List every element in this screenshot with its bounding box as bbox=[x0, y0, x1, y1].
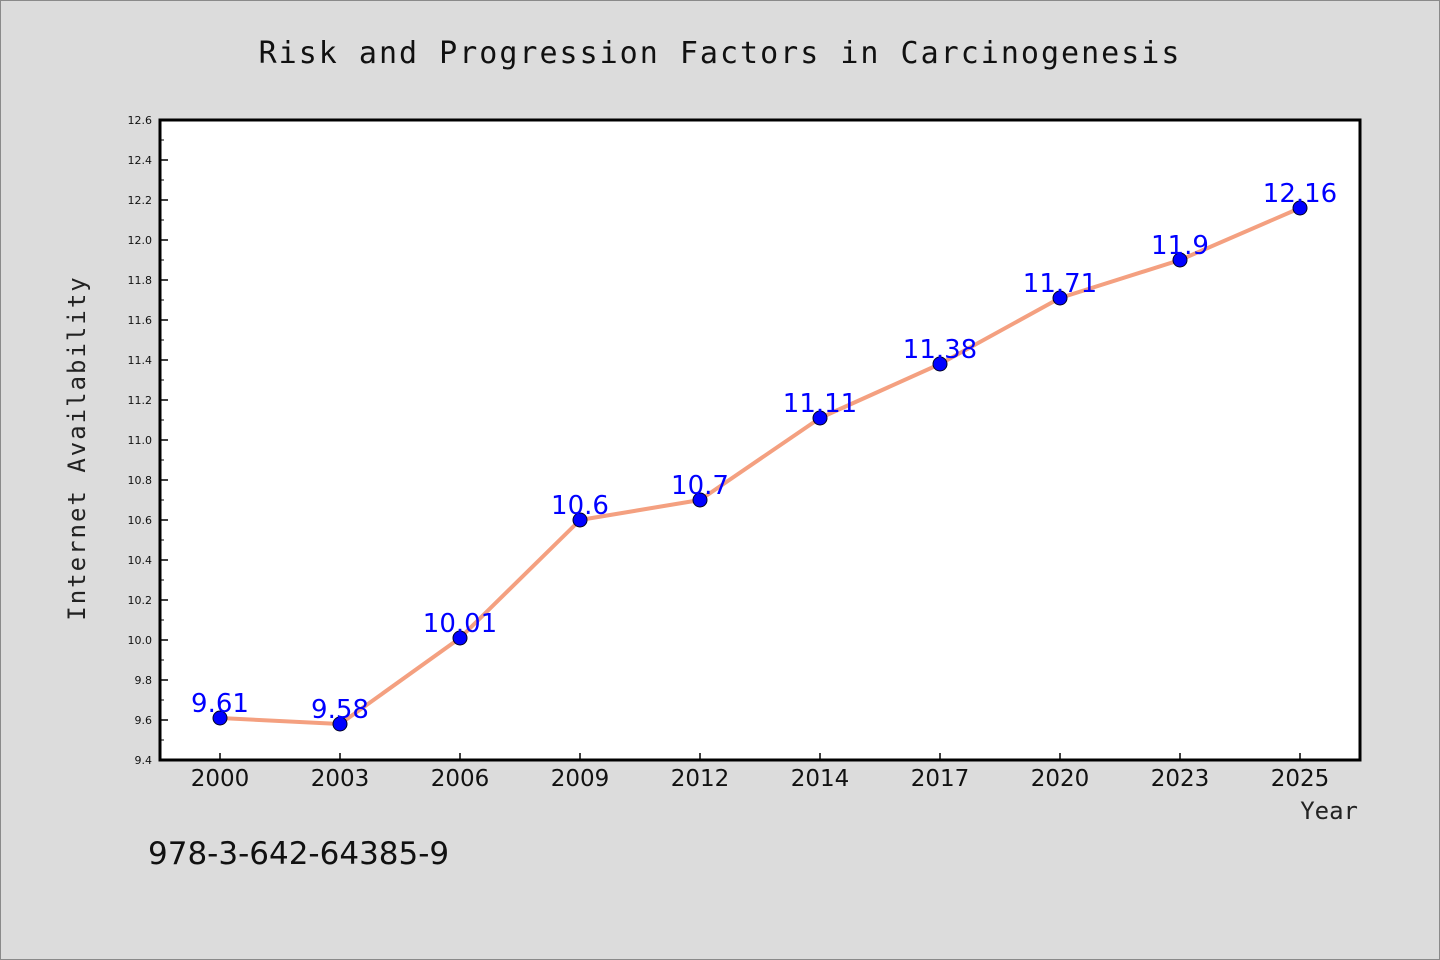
y-tick-label: 11.8 bbox=[128, 274, 153, 287]
y-tick-label: 9.6 bbox=[135, 714, 153, 727]
x-tick-label: 2014 bbox=[791, 766, 850, 792]
x-tick-label: 2020 bbox=[1031, 766, 1090, 792]
plot-border bbox=[158, 118, 1362, 762]
y-tick-label: 12.2 bbox=[128, 194, 153, 207]
y-tick-label: 10.4 bbox=[128, 554, 153, 567]
series-line bbox=[218, 206, 1302, 726]
y-tick-label: 10.0 bbox=[128, 634, 153, 647]
data-label: 12.16 bbox=[1263, 179, 1337, 209]
x-tick-label: 2023 bbox=[1151, 766, 1210, 792]
data-label: 10.7 bbox=[671, 471, 729, 501]
data-markers bbox=[212, 200, 1308, 732]
x-tick-label: 2025 bbox=[1271, 766, 1330, 792]
y-tick-label: 9.4 bbox=[135, 754, 153, 767]
y-axis-label: Internet Availability bbox=[63, 275, 91, 620]
data-label: 11.71 bbox=[1023, 269, 1097, 299]
x-tick-label: 2017 bbox=[911, 766, 970, 792]
data-point bbox=[332, 716, 348, 732]
y-tick-label: 11.6 bbox=[128, 314, 153, 327]
data-point bbox=[1172, 252, 1188, 268]
y-tick-label: 10.6 bbox=[128, 514, 153, 527]
data-point bbox=[692, 492, 708, 508]
data-labels: 9.61 9.58 10.01 10.6 10.7 11.11 11.38 11.71 11.9… bbox=[191, 179, 1337, 725]
y-tick-label: 11.0 bbox=[128, 434, 153, 447]
data-point bbox=[1052, 290, 1068, 306]
data-label: 10.6 bbox=[551, 491, 609, 521]
data-point bbox=[212, 710, 228, 726]
data-label: 11.9 bbox=[1151, 231, 1209, 261]
x-axis-ticks: 2000 2003 2006 2009 2012 2014 2017 2020 2023 2025 bbox=[191, 753, 1330, 792]
x-tick-label: 2006 bbox=[431, 766, 490, 792]
data-point bbox=[812, 410, 828, 426]
x-tick-label: 2000 bbox=[191, 766, 250, 792]
y-tick-label: 9.8 bbox=[135, 674, 153, 687]
plot-area bbox=[160, 120, 1360, 760]
series-line-group bbox=[218, 206, 1302, 726]
data-label: 9.61 bbox=[191, 689, 249, 719]
data-point bbox=[1292, 200, 1308, 216]
data-point bbox=[572, 512, 588, 528]
y-tick-label: 12.6 bbox=[128, 114, 153, 127]
data-label: 9.58 bbox=[311, 695, 369, 725]
data-label: 11.11 bbox=[783, 389, 857, 419]
data-label: 10.01 bbox=[423, 609, 497, 639]
data-point bbox=[932, 356, 948, 372]
y-axis-ticks: 9.4 9.6 9.8 10.0 10.2 10.4 10.6 10.8 11.0 11.2 11.… bbox=[128, 114, 168, 767]
y-tick-label: 12.0 bbox=[128, 234, 153, 247]
x-tick-label: 2003 bbox=[311, 766, 370, 792]
x-tick-label: 2009 bbox=[551, 766, 610, 792]
y-tick-label: 11.2 bbox=[128, 394, 153, 407]
y-tick-label: 11.4 bbox=[128, 354, 153, 367]
data-point bbox=[452, 630, 468, 646]
x-tick-label: 2012 bbox=[671, 766, 730, 792]
isbn-annotation: 978-3-642-64385-9 bbox=[148, 836, 449, 872]
chart-title: Risk and Progression Factors in Carcinog… bbox=[259, 36, 1182, 71]
y-tick-label: 10.8 bbox=[128, 474, 153, 487]
y-tick-label: 10.2 bbox=[128, 594, 153, 607]
data-label: 11.38 bbox=[903, 335, 977, 365]
x-axis-label: Year bbox=[1300, 797, 1358, 825]
y-tick-label: 12.4 bbox=[128, 154, 153, 167]
